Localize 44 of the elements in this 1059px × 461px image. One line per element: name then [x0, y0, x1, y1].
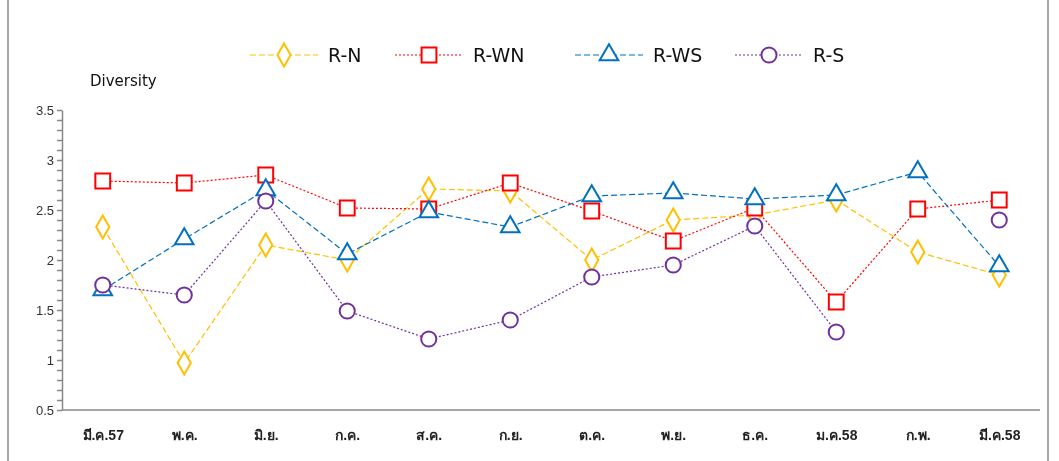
point [338, 302, 356, 320]
point [257, 166, 275, 184]
point [664, 232, 682, 250]
y-tick-label: 0.5 [35, 402, 54, 418]
point [175, 286, 193, 304]
point [501, 311, 519, 329]
point [827, 323, 845, 341]
x-tick-label: ต.ค. [579, 426, 606, 443]
point [990, 191, 1008, 209]
legend-label: R-N [328, 44, 362, 66]
point [909, 200, 927, 218]
y-tick-label: 3 [46, 152, 54, 168]
point [664, 256, 682, 274]
point [338, 199, 356, 217]
x-tick-label: ก.ย. [498, 426, 523, 443]
x-tick-label: พ.ค. [171, 426, 198, 443]
y-tick-label: 2 [46, 252, 54, 268]
point [420, 330, 438, 348]
y-tick-label: 1 [46, 352, 54, 368]
x-tick-label: พ.ย. [661, 426, 687, 443]
legend-label: R-S [813, 44, 845, 66]
y-tick-label: 1.5 [35, 302, 54, 318]
point [94, 172, 112, 190]
y-tick-label: 2.5 [35, 202, 54, 218]
x-tick-label: ส.ค. [416, 426, 443, 443]
x-tick-label: ก.ค. [335, 426, 361, 443]
x-tick-label: ก.พ. [905, 426, 931, 443]
point [257, 192, 275, 210]
point [746, 217, 764, 235]
point [990, 211, 1008, 229]
x-tick-label: มิ.ย. [253, 426, 279, 443]
x-tick-label: ธ.ค. [742, 426, 769, 443]
point [583, 268, 601, 286]
point [827, 293, 845, 311]
x-tick-label: ม.ค.58 [816, 426, 858, 443]
y-tick-label: 3.5 [35, 102, 54, 118]
point [583, 202, 601, 220]
y-axis-title: Diversity [90, 72, 157, 90]
x-tick-label: มี.ค.57 [82, 426, 125, 443]
legend-label: R-WN [473, 44, 525, 66]
x-tick-label: มี.ค.58 [979, 426, 1021, 443]
legend-label: R-WS [653, 44, 703, 66]
point [501, 174, 519, 192]
point [175, 174, 193, 192]
